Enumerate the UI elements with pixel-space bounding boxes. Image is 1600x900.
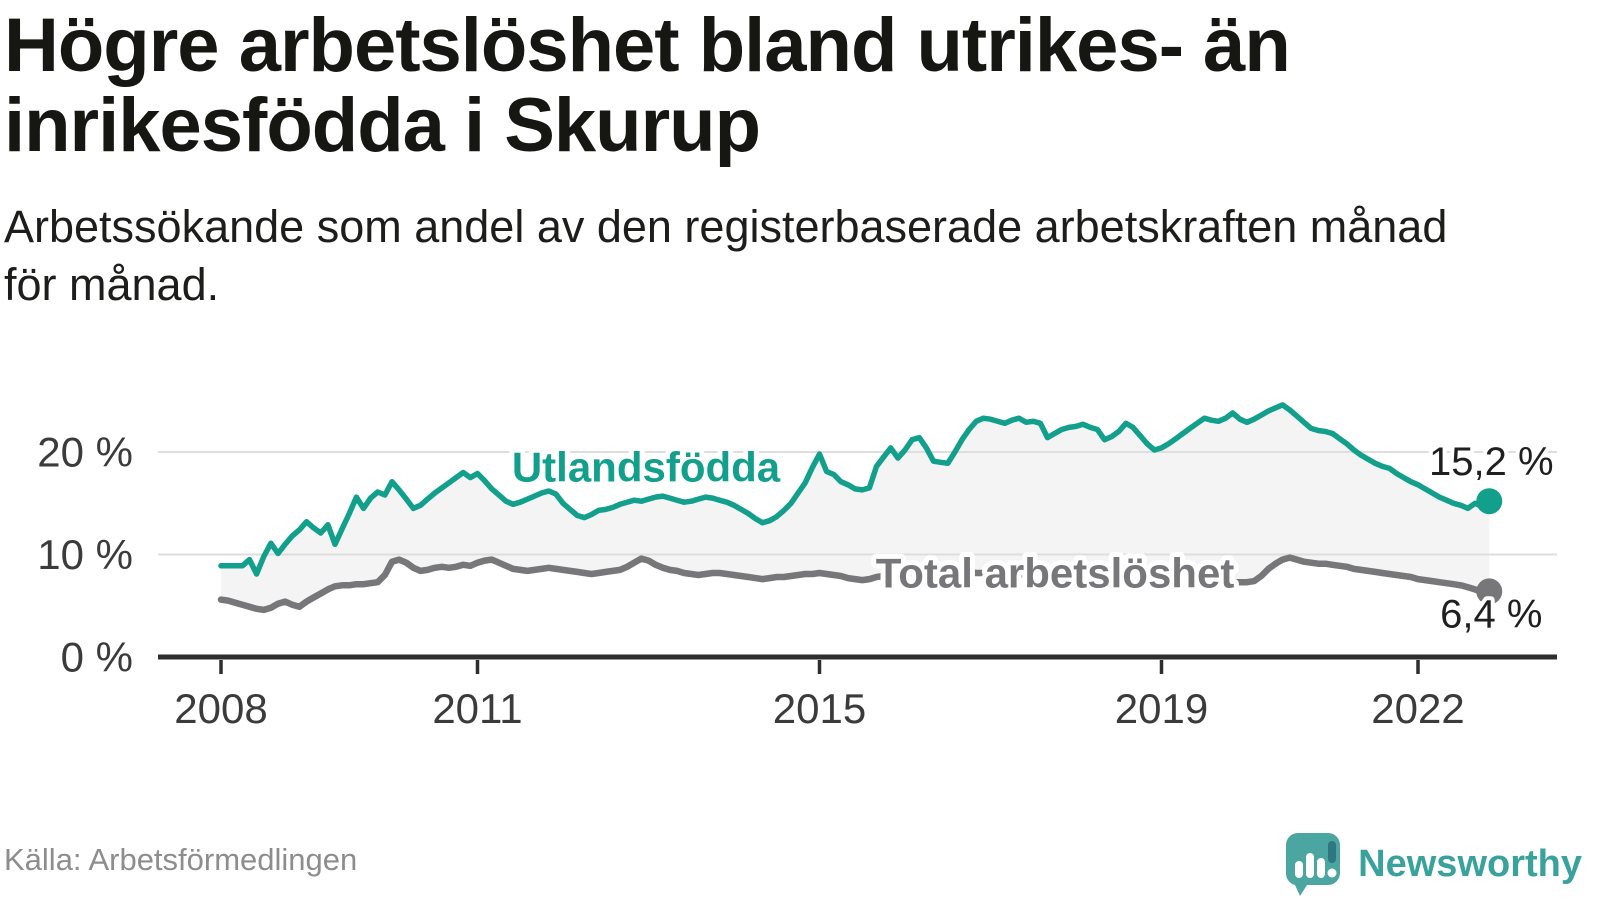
- utlandsfodda-value-label: 15,2 %: [1429, 440, 1554, 484]
- logo-bar-3: [1317, 858, 1326, 878]
- utlandsfodda-series-label: Utlandsfödda: [512, 444, 781, 491]
- brand-name: Newsworthy: [1358, 842, 1582, 885]
- series-band: [221, 404, 1490, 610]
- title-line-1: Högre arbetslöshet bland utrikes- än: [4, 3, 1291, 88]
- newsworthy-logo-icon: [1286, 833, 1341, 896]
- page-title: Högre arbetslöshet bland utrikes- än inr…: [4, 6, 1564, 166]
- logo-exclamation-dot: [1327, 868, 1337, 878]
- y-tick-label-20pct: 20 %: [37, 429, 133, 476]
- total-line: [217, 554, 1493, 614]
- logo-bar-1: [1295, 861, 1304, 878]
- y-tick-label-0pct: 0 %: [61, 634, 133, 681]
- x-tick-label-2022: 2022: [1371, 685, 1464, 732]
- x-tick-label-2019: 2019: [1115, 685, 1208, 732]
- x-tick-label-2015: 2015: [773, 685, 866, 732]
- title-line-2: inrikesfödda i Skurup: [4, 83, 761, 168]
- utlandsfodda-end-dot: [1476, 488, 1503, 515]
- brand-footer: Newsworthy: [1284, 828, 1582, 900]
- utlandsfodda-line: [218, 402, 1492, 577]
- logo-exclamation-stem: [1328, 841, 1337, 863]
- subtitle-line-1: Arbetssökande som andel av den registerb…: [4, 201, 1448, 252]
- total-value-label: 6,4 %: [1440, 592, 1542, 636]
- total-end-dot: [1476, 578, 1503, 605]
- x-tick-label-2008: 2008: [174, 685, 267, 732]
- chart-subtitle: Arbetssökande som andel av den registerb…: [4, 198, 1584, 314]
- logo-bar-2: [1306, 853, 1315, 878]
- y-tick-label-10pct: 10 %: [37, 531, 133, 578]
- x-tick-label-2011: 2011: [432, 685, 522, 732]
- subtitle-line-2: för månad.: [4, 259, 220, 310]
- total-series-label: Total arbetslöshet: [876, 550, 1235, 597]
- source-credit: Källa: Arbetsförmedlingen: [4, 842, 358, 877]
